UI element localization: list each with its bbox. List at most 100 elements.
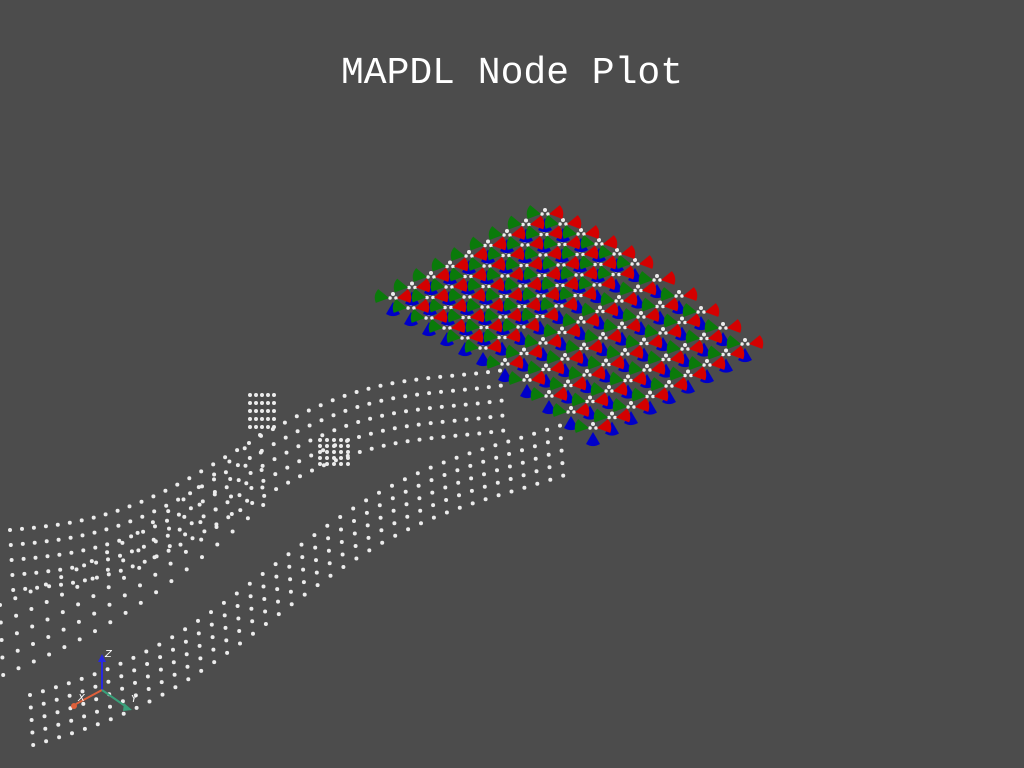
node-point bbox=[431, 515, 436, 520]
node-point bbox=[561, 473, 566, 478]
node-point bbox=[45, 617, 50, 622]
node-point bbox=[122, 575, 126, 580]
node-point bbox=[332, 462, 336, 466]
node-point bbox=[82, 578, 87, 583]
node-point bbox=[249, 606, 254, 611]
node-point bbox=[380, 540, 385, 545]
constraint-x-cone bbox=[454, 257, 469, 272]
node-point bbox=[632, 405, 636, 409]
node-point bbox=[547, 465, 552, 470]
node-point bbox=[309, 453, 314, 458]
node-point bbox=[20, 526, 24, 531]
node-point bbox=[131, 655, 136, 660]
node-point bbox=[263, 622, 268, 626]
node-point bbox=[154, 590, 159, 595]
constraint-x-cone bbox=[553, 387, 568, 401]
node-point bbox=[444, 510, 449, 515]
node-point bbox=[106, 679, 111, 684]
constraint-y-cone bbox=[571, 392, 586, 407]
node-point bbox=[106, 557, 110, 562]
node-point bbox=[443, 305, 447, 310]
node-point bbox=[439, 404, 444, 409]
constraint-x-cone bbox=[583, 266, 598, 280]
node-point bbox=[0, 603, 2, 607]
node-point bbox=[55, 710, 60, 715]
node-point bbox=[580, 273, 584, 277]
node-point bbox=[199, 668, 204, 673]
node-point bbox=[469, 488, 474, 493]
node-point bbox=[661, 357, 665, 362]
node-point bbox=[481, 284, 485, 289]
node-point bbox=[522, 378, 526, 382]
node-point bbox=[339, 527, 343, 532]
constraint-x-cone bbox=[452, 298, 467, 313]
node-point bbox=[680, 347, 684, 351]
node-point bbox=[136, 548, 141, 553]
node-point bbox=[254, 409, 258, 413]
node-point bbox=[525, 263, 529, 268]
node-point bbox=[57, 552, 62, 557]
node-point bbox=[272, 393, 276, 397]
node-point bbox=[213, 507, 218, 512]
node-point bbox=[226, 515, 231, 520]
node-point bbox=[505, 294, 509, 299]
constraint-y-cone bbox=[603, 318, 618, 333]
constraint-y-cone bbox=[504, 277, 519, 291]
node-point bbox=[211, 647, 216, 652]
constraint-x-cone bbox=[616, 408, 631, 423]
node-point bbox=[702, 363, 706, 367]
constraint-y-cone bbox=[647, 350, 662, 365]
node-point bbox=[238, 508, 243, 513]
constraint-x-cone bbox=[621, 245, 636, 259]
node-point bbox=[120, 699, 125, 704]
node-point bbox=[429, 436, 434, 441]
node-point bbox=[120, 540, 125, 545]
node-point bbox=[727, 352, 731, 357]
node-point bbox=[468, 463, 473, 468]
node-point bbox=[507, 452, 512, 456]
node-point bbox=[615, 248, 619, 252]
node-point bbox=[135, 530, 140, 535]
node-point bbox=[448, 260, 452, 265]
node-point bbox=[123, 610, 128, 615]
constraint-x-cone bbox=[525, 318, 540, 332]
node-point bbox=[645, 394, 649, 399]
node-point bbox=[260, 401, 264, 405]
node-point bbox=[392, 521, 397, 526]
node-point bbox=[235, 604, 240, 608]
node-point bbox=[214, 525, 219, 529]
node-point bbox=[74, 567, 79, 572]
node-point bbox=[486, 370, 490, 375]
node-point bbox=[579, 228, 583, 232]
node-point bbox=[312, 533, 317, 538]
constraint-y-cone bbox=[593, 408, 608, 423]
node-point bbox=[569, 383, 573, 388]
node-point bbox=[483, 497, 488, 502]
node-point bbox=[579, 316, 583, 320]
node-point bbox=[508, 233, 512, 237]
node-point bbox=[266, 409, 270, 413]
node-point bbox=[31, 642, 35, 646]
node-point bbox=[71, 580, 75, 585]
constraint-x-cone bbox=[575, 403, 590, 417]
node-point bbox=[394, 296, 398, 300]
node-point bbox=[517, 304, 521, 309]
node-point bbox=[450, 373, 455, 378]
node-point bbox=[498, 368, 502, 373]
node-point bbox=[339, 456, 343, 460]
orientation-axes-widget[interactable]: Z X Y bbox=[71, 649, 138, 711]
node-point bbox=[522, 325, 526, 329]
node-point bbox=[321, 463, 326, 468]
node-point bbox=[442, 326, 446, 330]
node-point bbox=[618, 252, 622, 256]
node-point bbox=[184, 567, 189, 572]
constraint-x-cone bbox=[511, 226, 526, 240]
constraint-y-cone bbox=[600, 292, 615, 306]
node-point bbox=[44, 739, 49, 744]
node-point bbox=[503, 358, 507, 362]
node-point bbox=[563, 353, 567, 357]
node-point bbox=[120, 686, 125, 691]
node-point bbox=[332, 456, 336, 460]
